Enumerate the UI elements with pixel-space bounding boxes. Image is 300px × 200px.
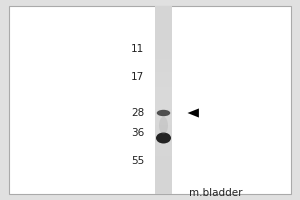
Bar: [155, 100, 172, 103]
Bar: [155, 166, 172, 169]
Bar: [155, 84, 172, 87]
Bar: [155, 90, 172, 94]
Bar: [155, 106, 172, 109]
Bar: [155, 18, 172, 22]
Bar: [155, 59, 172, 62]
Bar: [155, 109, 172, 113]
Bar: [155, 144, 172, 147]
Bar: [155, 65, 172, 69]
Bar: [155, 34, 172, 37]
Bar: [155, 150, 172, 153]
Ellipse shape: [159, 117, 168, 134]
Bar: [155, 175, 172, 178]
Bar: [155, 53, 172, 56]
Bar: [155, 172, 172, 175]
Bar: [155, 188, 172, 191]
Text: m.bladder: m.bladder: [189, 188, 243, 198]
Bar: [155, 81, 172, 84]
Bar: [155, 94, 172, 97]
Bar: [155, 72, 172, 75]
Ellipse shape: [157, 110, 170, 116]
Bar: [155, 115, 172, 119]
Bar: [155, 31, 172, 34]
Bar: [155, 97, 172, 100]
Bar: [155, 9, 172, 12]
Ellipse shape: [156, 132, 171, 144]
Polygon shape: [188, 108, 199, 118]
Bar: [155, 156, 172, 160]
Bar: [155, 169, 172, 172]
Bar: [155, 40, 172, 44]
Bar: [155, 28, 172, 31]
Bar: [155, 178, 172, 181]
Bar: [155, 25, 172, 28]
Bar: [155, 159, 172, 163]
Bar: [155, 137, 172, 141]
Bar: [155, 12, 172, 15]
Bar: [155, 103, 172, 106]
Bar: [155, 147, 172, 150]
Bar: [155, 119, 172, 122]
Bar: [155, 128, 172, 131]
Bar: [155, 141, 172, 144]
Bar: [155, 75, 172, 78]
Bar: [155, 43, 172, 47]
Bar: [155, 50, 172, 53]
Bar: [155, 87, 172, 91]
Text: 36: 36: [131, 128, 144, 138]
Text: 28: 28: [131, 108, 144, 118]
Bar: [155, 134, 172, 138]
Text: 55: 55: [131, 156, 144, 166]
Bar: [155, 78, 172, 81]
Text: 17: 17: [131, 72, 144, 82]
Bar: [155, 15, 172, 19]
Bar: [155, 181, 172, 185]
Bar: [155, 21, 172, 25]
Bar: [155, 47, 172, 50]
Bar: [155, 6, 172, 9]
Bar: [155, 153, 172, 156]
Bar: [155, 37, 172, 40]
Bar: [155, 162, 172, 166]
Bar: [155, 125, 172, 128]
Text: 11: 11: [131, 44, 144, 54]
Bar: [155, 191, 172, 194]
Bar: [155, 131, 172, 134]
Bar: [155, 56, 172, 59]
Bar: [155, 62, 172, 66]
Bar: [155, 112, 172, 116]
Bar: [155, 184, 172, 188]
Bar: [155, 68, 172, 72]
Bar: [155, 122, 172, 125]
